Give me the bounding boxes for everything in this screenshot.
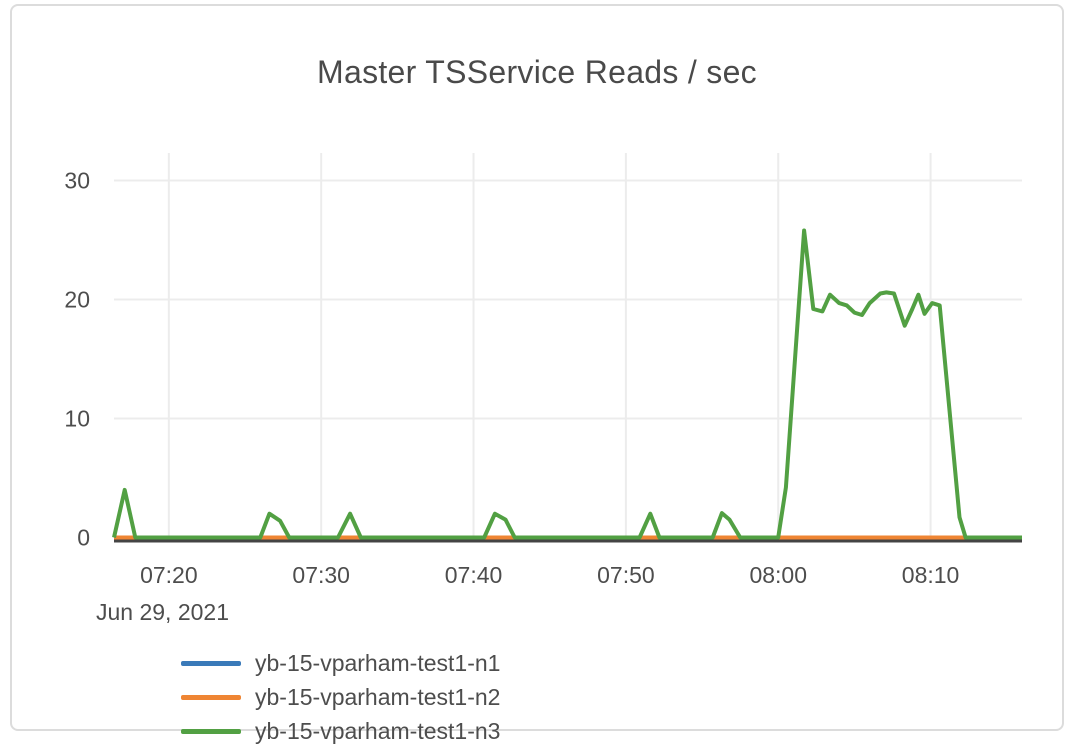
- legend-label: yb-15-vparham-test1-n3: [255, 717, 501, 744]
- y-tick-label: 30: [64, 168, 90, 194]
- chart-card: Master TSService Reads / sec 0 10 20 30 07:2…: [10, 4, 1064, 744]
- legend-label: yb-15-vparham-test1-n1: [255, 649, 501, 676]
- x-tick-label: 07:20: [140, 562, 198, 588]
- x-tick-label: 07:40: [445, 562, 503, 588]
- legend-swatch-icon: [181, 660, 241, 666]
- x-tick-label: 07:50: [597, 562, 655, 588]
- x-tick-label: 08:10: [902, 562, 960, 588]
- series-line-yb-15-vparham-test1-n3: [112, 228, 1022, 540]
- chart-title: Master TSService Reads / sec: [317, 54, 757, 90]
- plot-area: 0 10 20 30 07:20 07:30 07:40 07:50 08:00 08:10: [64, 153, 1022, 588]
- x-tick-label: 08:00: [749, 562, 807, 588]
- legend: yb-15-vparham-test1-n1 yb-15-vparham-test…: [181, 647, 893, 747]
- legend-swatch-icon: [181, 728, 241, 734]
- x-axis-date-label: Jun 29, 2021: [96, 599, 230, 625]
- legend-item-yb-15-vparham-test1-n3[interactable]: yb-15-vparham-test1-n3: [181, 715, 500, 747]
- legend-item-yb-15-vparham-test1-n2[interactable]: yb-15-vparham-test1-n2: [181, 681, 500, 713]
- legend-label: yb-15-vparham-test1-n2: [255, 683, 501, 710]
- y-tick-label: 20: [64, 287, 90, 313]
- x-tick-label: 07:30: [292, 562, 350, 588]
- legend-item-yb-15-vparham-test1-n1[interactable]: yb-15-vparham-test1-n1: [181, 647, 500, 679]
- y-tick-label: 0: [77, 525, 90, 551]
- y-tick-label: 10: [64, 406, 90, 432]
- legend-swatch-icon: [181, 694, 241, 700]
